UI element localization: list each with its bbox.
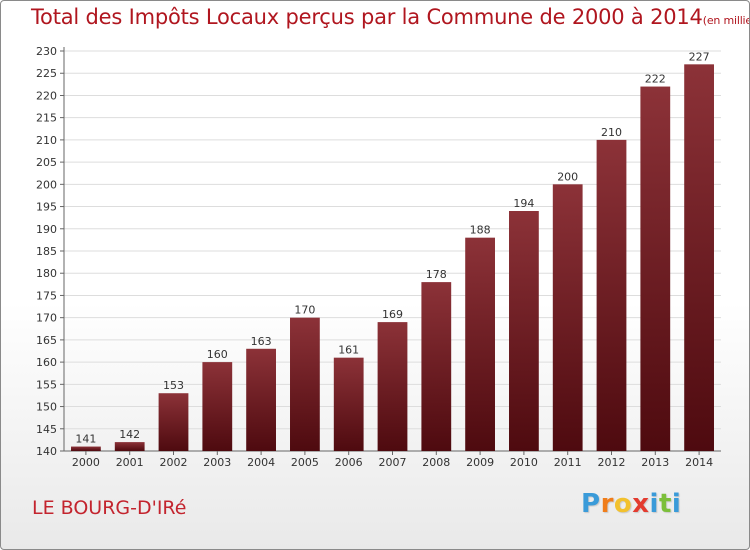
x-tick-label-2011: 2011 xyxy=(554,456,582,469)
x-tick-label-2003: 2003 xyxy=(203,456,231,469)
x-tick-label-2008: 2008 xyxy=(422,456,450,469)
y-tick-labels: 140 145 150 155 160 165 170 175 180 185 190 195 200 2… xyxy=(36,45,57,458)
bar-2014 xyxy=(684,64,714,452)
bar-2000 xyxy=(71,446,101,451)
bar-2006 xyxy=(333,357,364,451)
y-tick-label: 140 xyxy=(36,445,57,458)
bar-2003 xyxy=(202,362,233,451)
y-tick-label: 195 xyxy=(36,201,57,214)
y-tick-label: 180 xyxy=(36,267,57,280)
proxiti-logo: Proxiti xyxy=(581,489,681,519)
x-tick-labels: 2000 2001 2002 2003 2004 2005 2006 2007 2008 2009… xyxy=(72,456,713,469)
x-tick-label-2002: 2002 xyxy=(160,456,188,469)
commune-name: LE BOURG-D'IRé xyxy=(32,497,187,519)
y-tick-label: 205 xyxy=(36,156,57,169)
value-label-2001: 142 xyxy=(119,428,140,441)
value-label-2006: 161 xyxy=(338,344,359,357)
bar-2010 xyxy=(509,211,539,451)
value-label-2009: 188 xyxy=(470,224,491,237)
bars xyxy=(71,64,714,452)
y-tick-label: 215 xyxy=(36,112,57,125)
bar-2004 xyxy=(246,348,276,451)
x-tick-label-2000: 2000 xyxy=(72,456,100,469)
x-tick-label-2014: 2014 xyxy=(685,456,713,469)
value-label-2000: 141 xyxy=(75,433,96,446)
logo-letter: t xyxy=(658,489,672,519)
value-label-2011: 200 xyxy=(557,170,578,183)
y-tick-label: 175 xyxy=(36,289,57,302)
x-tick-label-2010: 2010 xyxy=(510,456,538,469)
y-tick-label: 150 xyxy=(36,401,57,414)
y-tick-label: 210 xyxy=(36,134,57,147)
y-tick-label: 220 xyxy=(36,89,57,102)
value-label-2008: 178 xyxy=(426,268,447,281)
y-tick-label: 185 xyxy=(36,245,57,258)
chart-title-text: Total des Impôts Locaux perçus par la Co… xyxy=(31,5,703,29)
bar-2011 xyxy=(552,184,583,452)
y-tick-label: 190 xyxy=(36,223,57,236)
value-label-2004: 163 xyxy=(251,335,272,348)
x-tick-label-2012: 2012 xyxy=(598,456,626,469)
x-tick-label-2001: 2001 xyxy=(116,456,144,469)
y-tick-label: 170 xyxy=(36,312,57,325)
y-tick-label: 225 xyxy=(36,67,57,80)
value-label-2013: 222 xyxy=(645,73,666,86)
data-labels: 141 142 153 160 163 170 161 169 178 188 194 200 210 2… xyxy=(75,50,709,445)
logo-letter: r xyxy=(600,489,614,519)
logo-letter: o xyxy=(613,489,633,519)
x-tick-label-2013: 2013 xyxy=(641,456,669,469)
value-label-2012: 210 xyxy=(601,126,622,139)
value-label-2014: 227 xyxy=(689,50,710,63)
y-tick-label: 160 xyxy=(36,356,57,369)
bar-2002 xyxy=(158,393,189,451)
logo-letter: i xyxy=(649,489,659,519)
value-label-2002: 153 xyxy=(163,379,184,392)
value-label-2010: 194 xyxy=(513,197,534,210)
y-tick-label: 230 xyxy=(36,45,57,58)
y-tick-label: 145 xyxy=(36,423,57,436)
bar-2012 xyxy=(596,139,627,451)
chart-subtitle: (en milliers d'€) xyxy=(702,14,749,27)
y-tick-label: 155 xyxy=(36,378,57,391)
chart-title: Total des Impôts Locaux perçus par la Co… xyxy=(31,5,749,29)
y-tick-label: 165 xyxy=(36,334,57,347)
logo-letter: x xyxy=(632,489,650,519)
bar-2009 xyxy=(465,237,495,451)
x-tick-label-2005: 2005 xyxy=(291,456,319,469)
x-tick-label-2004: 2004 xyxy=(247,456,275,469)
y-tick-label: 200 xyxy=(36,178,57,191)
bar-2013 xyxy=(640,86,671,452)
x-tick-label-2009: 2009 xyxy=(466,456,494,469)
value-label-2007: 169 xyxy=(382,308,403,321)
bar-2007 xyxy=(377,322,408,451)
logo-letter: i xyxy=(671,489,682,519)
x-tick-label-2006: 2006 xyxy=(335,456,363,469)
bar-2005 xyxy=(290,317,320,451)
bar-2008 xyxy=(421,282,452,451)
value-label-2005: 170 xyxy=(294,304,315,317)
value-label-2003: 160 xyxy=(207,348,228,361)
bar-2001 xyxy=(114,442,145,451)
logo-letter: P xyxy=(581,489,601,519)
x-tick-label-2007: 2007 xyxy=(379,456,407,469)
